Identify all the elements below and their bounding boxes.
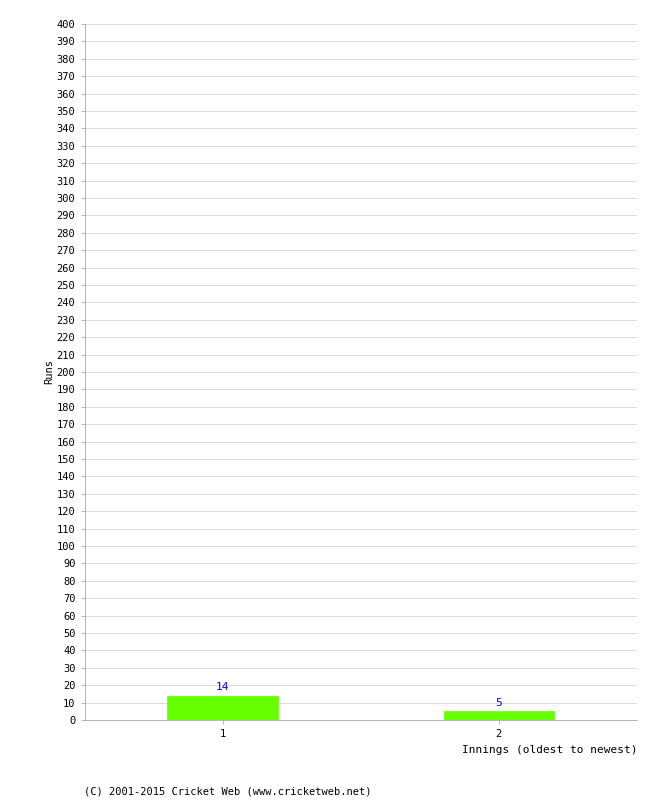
X-axis label: Innings (oldest to newest): Innings (oldest to newest) [462, 745, 637, 754]
Y-axis label: Runs: Runs [44, 359, 54, 385]
Text: 5: 5 [495, 698, 502, 708]
Bar [168, 696, 278, 720]
Text: (C) 2001-2015 Cricket Web (www.cricketweb.net): (C) 2001-2015 Cricket Web (www.cricketwe… [84, 786, 372, 796]
Bar [443, 711, 554, 720]
Text: 14: 14 [216, 682, 229, 692]
